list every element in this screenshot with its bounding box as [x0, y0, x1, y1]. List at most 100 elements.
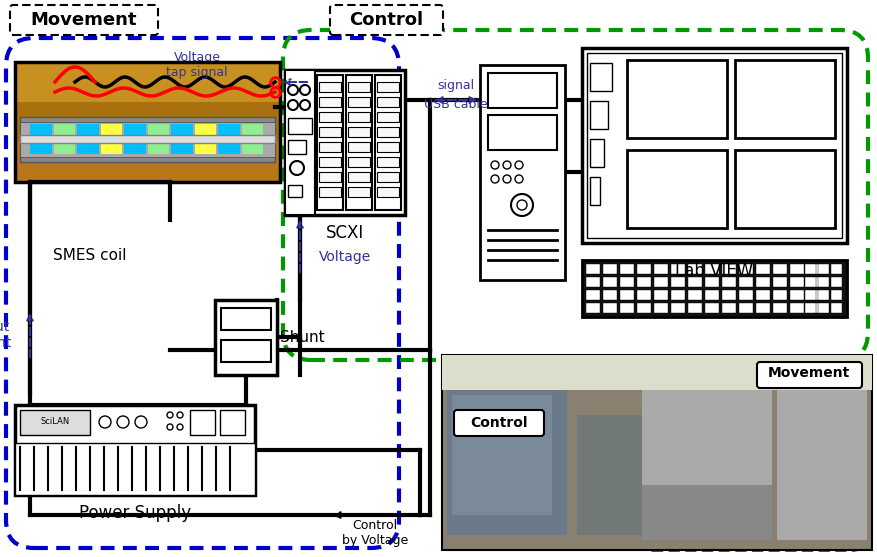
Bar	[442, 355, 872, 550]
FancyBboxPatch shape	[757, 362, 862, 388]
Bar	[586, 303, 600, 313]
Bar	[705, 303, 719, 313]
Bar	[53, 124, 75, 154]
Bar	[288, 185, 302, 197]
Bar	[377, 187, 399, 197]
Circle shape	[288, 85, 298, 95]
Bar	[348, 112, 370, 122]
Bar	[319, 187, 341, 197]
Bar	[577, 415, 657, 535]
Bar	[637, 290, 651, 300]
Bar	[831, 290, 842, 300]
Circle shape	[491, 175, 499, 183]
Bar	[627, 150, 727, 228]
Bar	[818, 277, 829, 287]
Bar	[221, 340, 271, 362]
Bar	[654, 290, 668, 300]
Bar	[20, 117, 275, 162]
Bar	[777, 360, 867, 540]
Text: Shunt: Shunt	[280, 330, 324, 344]
Bar	[739, 303, 753, 313]
Bar	[30, 124, 52, 154]
Bar	[480, 65, 565, 280]
Bar	[637, 303, 651, 313]
Bar	[756, 264, 770, 274]
Text: Output
Current: Output Current	[0, 320, 11, 350]
Bar	[348, 97, 370, 107]
Bar	[735, 150, 835, 228]
Bar	[773, 264, 787, 274]
Bar	[377, 82, 399, 92]
Bar	[488, 73, 557, 108]
Bar	[739, 277, 753, 287]
Bar	[15, 443, 255, 495]
Bar	[317, 75, 343, 210]
Bar	[722, 290, 736, 300]
Bar	[603, 303, 617, 313]
Circle shape	[515, 175, 523, 183]
Bar	[377, 172, 399, 182]
Text: Movement: Movement	[31, 11, 137, 29]
Bar	[654, 264, 668, 274]
Bar	[377, 157, 399, 167]
Bar	[288, 140, 306, 154]
Text: SCXI: SCXI	[326, 224, 364, 242]
Bar	[688, 290, 702, 300]
Bar	[805, 290, 816, 300]
Bar	[654, 277, 668, 287]
Bar	[705, 264, 719, 274]
Bar	[215, 300, 277, 375]
Text: Movement: Movement	[768, 366, 850, 380]
Bar	[637, 277, 651, 287]
Bar	[805, 264, 816, 274]
Text: signal: signal	[438, 79, 474, 91]
Bar	[319, 157, 341, 167]
Bar	[637, 264, 651, 274]
Text: Power Supply: Power Supply	[79, 504, 191, 522]
Bar	[15, 102, 280, 142]
Bar	[220, 410, 245, 435]
Bar	[831, 277, 842, 287]
Bar	[773, 290, 787, 300]
Bar	[20, 135, 275, 143]
Bar	[671, 303, 685, 313]
Circle shape	[515, 161, 523, 169]
Bar	[15, 405, 255, 495]
Bar	[805, 303, 816, 313]
Bar	[375, 75, 401, 210]
Bar	[620, 290, 634, 300]
Bar	[348, 187, 370, 197]
Bar	[805, 277, 816, 287]
Bar	[831, 303, 842, 313]
Bar	[15, 62, 280, 182]
Bar	[807, 303, 821, 313]
Circle shape	[99, 416, 111, 428]
Text: SMES coil: SMES coil	[53, 247, 127, 262]
Bar	[773, 303, 787, 313]
Bar	[319, 142, 341, 152]
Bar	[671, 277, 685, 287]
Bar	[818, 290, 829, 300]
Bar	[627, 60, 727, 138]
Circle shape	[177, 424, 183, 430]
Bar	[147, 124, 169, 154]
Bar	[218, 124, 239, 154]
Bar	[590, 63, 612, 91]
Bar	[586, 277, 600, 287]
Bar	[221, 308, 271, 330]
Bar	[756, 303, 770, 313]
Bar	[831, 264, 842, 274]
Bar	[586, 264, 600, 274]
FancyBboxPatch shape	[330, 5, 443, 35]
Bar	[688, 277, 702, 287]
Bar	[620, 264, 634, 274]
Circle shape	[167, 424, 173, 430]
Bar	[642, 485, 772, 540]
Bar	[620, 303, 634, 313]
Bar	[807, 277, 821, 287]
Bar	[15, 62, 280, 182]
Bar	[377, 127, 399, 137]
Bar	[77, 124, 98, 154]
Circle shape	[288, 100, 298, 110]
Text: SciLAN: SciLAN	[40, 418, 69, 427]
